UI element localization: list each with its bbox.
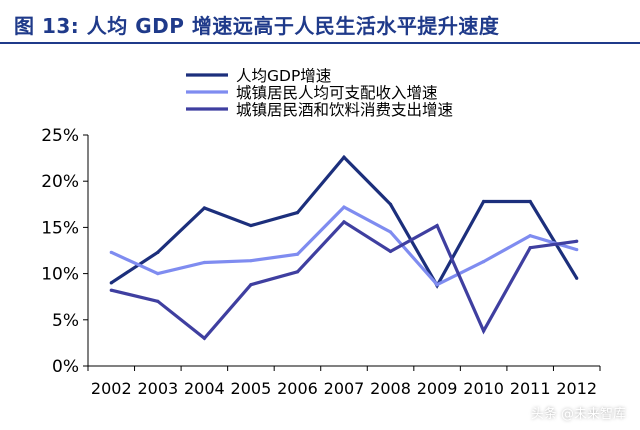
legend-label-3: 城镇居民酒和饮料消费支出增速 [236, 101, 453, 119]
data-point-series-3 [575, 239, 579, 243]
data-point-series-1 [202, 206, 206, 210]
x-tick-label: 2011 [510, 379, 551, 398]
series-line-3 [110, 219, 577, 341]
x-tick-label: 2012 [556, 379, 597, 398]
data-point-series-3 [388, 249, 393, 254]
data-point-series-2 [528, 234, 532, 238]
data-point-series-2 [202, 260, 206, 265]
data-point-series-3 [202, 336, 206, 340]
y-tick-label: 5% [52, 311, 79, 331]
figure-title-bar: 图 13: 人均 GDP 增速远高于人民生活水平提升速度 [0, 0, 640, 44]
data-point-series-2 [435, 283, 439, 287]
data-point-series-3 [528, 246, 532, 250]
data-point-series-3 [156, 299, 160, 303]
data-point-series-2 [156, 272, 160, 276]
data-point-series-1 [156, 250, 160, 254]
data-point-series-1 [575, 276, 579, 280]
data-point-series-3 [342, 220, 346, 224]
data-point-series-1 [388, 202, 393, 206]
data-point-series-2 [342, 205, 346, 209]
data-point-series-2 [482, 259, 486, 264]
data-point-series-2 [575, 247, 579, 252]
x-tick-label: 2003 [137, 379, 178, 398]
y-tick-label: 20% [41, 172, 79, 192]
data-point-series-3 [482, 329, 486, 333]
data-point-series-3 [295, 270, 300, 274]
series-line-2 [110, 205, 578, 287]
y-tick-label: 10% [41, 265, 79, 285]
x-tick-label: 2002 [91, 379, 132, 398]
data-point-series-1 [249, 223, 253, 228]
watermark: 头条 @未来智库 [530, 407, 626, 422]
data-point-series-3 [435, 223, 439, 228]
x-tick-label: 2010 [463, 379, 504, 398]
x-tick-label: 2007 [324, 379, 365, 398]
y-tick-label: 15% [41, 218, 79, 238]
data-point-series-3 [249, 283, 253, 287]
data-point-series-2 [388, 230, 393, 234]
x-tick-label: 2006 [277, 379, 318, 398]
data-point-series-3 [109, 288, 113, 292]
data-point-series-1 [109, 281, 113, 285]
x-tick-label: 2009 [417, 379, 458, 398]
data-point-series-1 [482, 199, 486, 204]
x-tick-label: 2008 [370, 379, 411, 398]
y-tick-label: 0% [52, 357, 79, 377]
data-point-series-2 [295, 252, 300, 256]
data-point-series-1 [295, 211, 300, 215]
data-point-series-2 [109, 250, 113, 254]
data-point-series-1 [342, 155, 346, 159]
legend-label-1: 人均GDP增速 [236, 67, 331, 85]
x-tick-label: 2005 [231, 379, 272, 398]
legend-label-2: 城镇居民人均可支配收入增速 [236, 84, 438, 102]
x-tick-label: 2004 [184, 379, 225, 398]
data-point-series-1 [528, 199, 532, 204]
y-tick-label: 25% [41, 126, 79, 146]
figure-title: 图 13: 人均 GDP 增速远高于人民生活水平提升速度 [14, 14, 500, 38]
data-point-series-2 [249, 259, 253, 263]
